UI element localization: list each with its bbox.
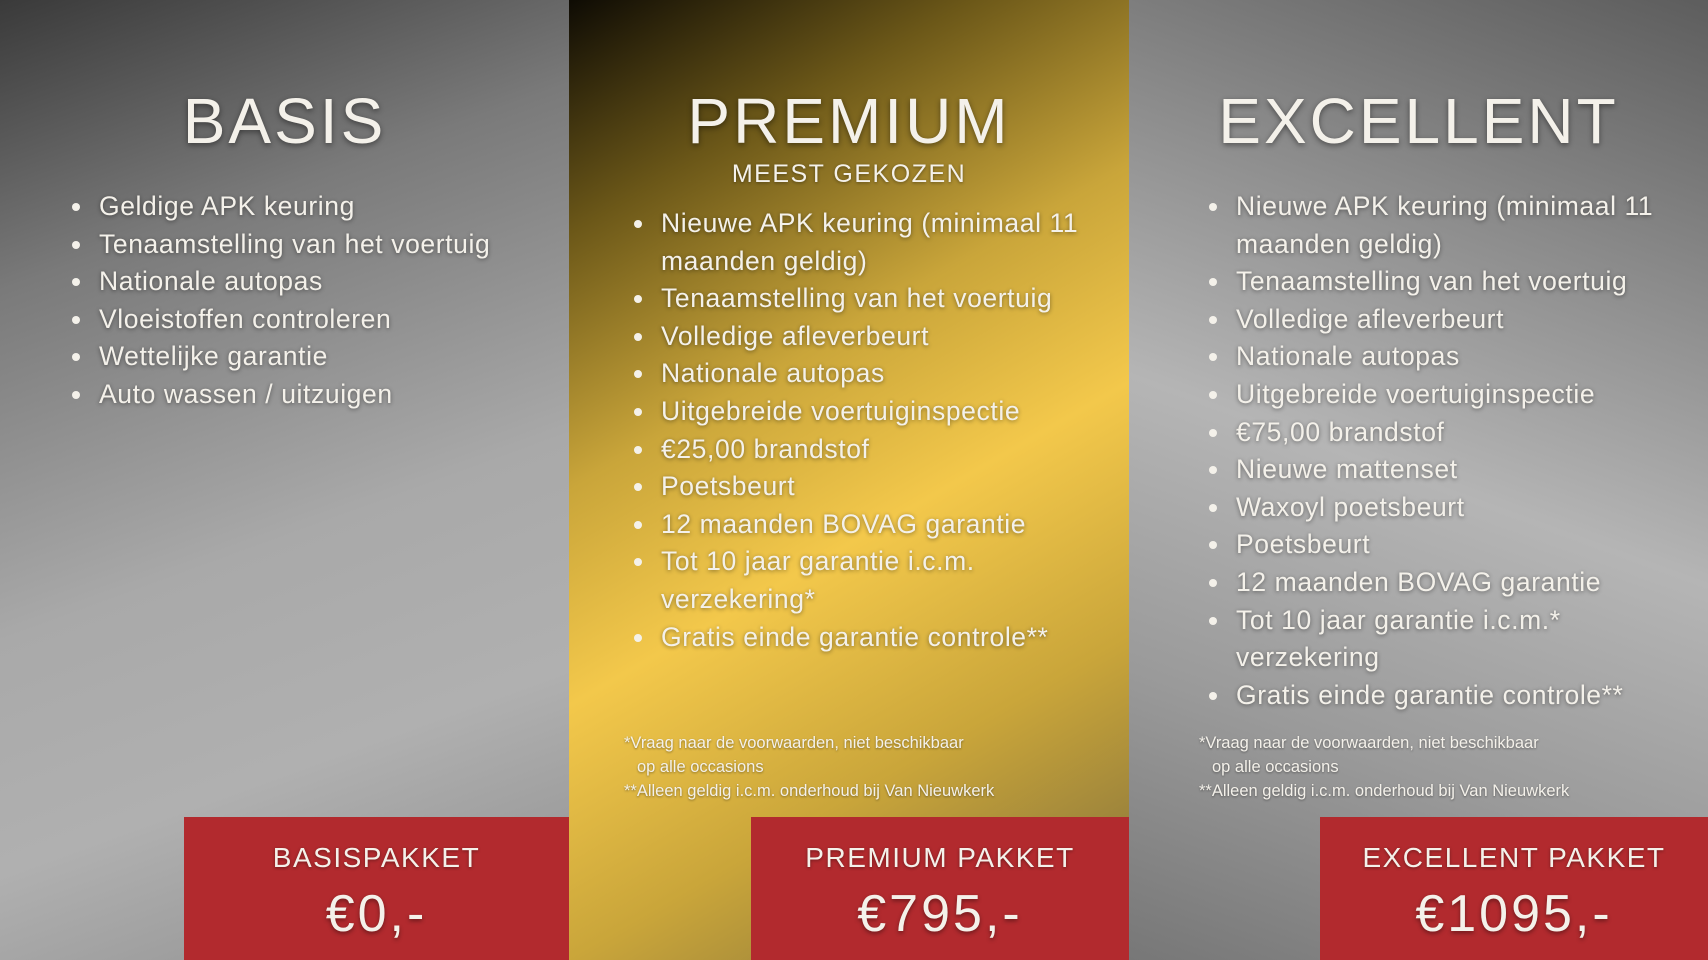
footnote: **Alleen geldig i.c.m. onderhoud bij Van… xyxy=(624,782,995,800)
feature-item: Nieuwe APK keuring (minimaal 11 maanden … xyxy=(1209,188,1679,263)
excellent-footnotes: *Vraag naar de voorwaarden, niet beschik… xyxy=(1199,731,1569,803)
feature-item: Geldige APK keuring xyxy=(72,188,562,226)
basis-features: Geldige APK keuring Tenaamstelling van he… xyxy=(72,188,562,414)
excellent-features: Nieuwe APK keuring (minimaal 11 maanden … xyxy=(1209,188,1679,714)
excellent-package-label: EXCELLENT PAKKET xyxy=(1362,842,1666,873)
feature-item: €25,00 brandstof xyxy=(634,431,1079,469)
excellent-price: €1095,- xyxy=(1415,885,1613,943)
feature-item: Nieuwe APK keuring (minimaal 11 maanden … xyxy=(634,205,1079,280)
feature-item: Nationale autopas xyxy=(72,263,562,301)
feature-item: Waxoyl poetsbeurt xyxy=(1209,489,1679,527)
feature-item: Tot 10 jaar garantie i.c.m.* verzekering xyxy=(1209,602,1679,677)
premium-title: PREMIUM xyxy=(687,85,1011,157)
basis-title: BASIS xyxy=(182,85,387,157)
feature-item: Tenaamstelling van het voertuig xyxy=(1209,263,1679,301)
feature-item: Poetsbeurt xyxy=(634,468,1079,506)
feature-item: Uitgebreide voertuiginspectie xyxy=(1209,376,1679,414)
feature-item: Nationale autopas xyxy=(1209,338,1679,376)
premium-features: Nieuwe APK keuring (minimaal 11 maanden … xyxy=(634,205,1079,656)
footnote: *Vraag naar de voorwaarden, niet beschik… xyxy=(624,734,964,752)
feature-item: Poetsbeurt xyxy=(1209,526,1679,564)
excellent-title: EXCELLENT xyxy=(1218,85,1619,157)
feature-item: 12 maanden BOVAG garantie xyxy=(634,506,1079,544)
feature-item: Tenaamstelling van het voertuig xyxy=(634,280,1079,318)
feature-item: Wettelijke garantie xyxy=(72,338,562,376)
premium-package-label: PREMIUM PAKKET xyxy=(805,842,1075,873)
basis-price-box: BASISPAKKET €0,- xyxy=(184,817,569,960)
basis-column: BASIS Geldige APK keuring Tenaamstelling … xyxy=(0,0,569,960)
feature-item: Tot 10 jaar garantie i.c.m. verzekering* xyxy=(634,543,1079,618)
feature-item: Vloeistoffen controleren xyxy=(72,301,562,339)
feature-item: 12 maanden BOVAG garantie xyxy=(1209,564,1679,602)
feature-item: Nationale autopas xyxy=(634,355,1079,393)
feature-item: Auto wassen / uitzuigen xyxy=(72,376,562,414)
excellent-column: EXCELLENT Nieuwe APK keuring (minimaal 1… xyxy=(1129,0,1708,960)
premium-footnotes: *Vraag naar de voorwaarden, niet beschik… xyxy=(624,731,994,803)
feature-item: Volledige afleverbeurt xyxy=(634,318,1079,356)
basis-price: €0,- xyxy=(325,885,428,943)
footnote: **Alleen geldig i.c.m. onderhoud bij Van… xyxy=(1199,782,1570,800)
premium-subtitle: MEEST GEKOZEN xyxy=(731,160,967,188)
excellent-price-box: EXCELLENT PAKKET €1095,- xyxy=(1320,817,1708,960)
premium-column: PREMIUM MEEST GEKOZEN Nieuwe APK keuring… xyxy=(569,0,1129,960)
feature-item: Gratis einde garantie controle** xyxy=(1209,677,1679,715)
feature-item: Nieuwe mattenset xyxy=(1209,451,1679,489)
feature-item: Volledige afleverbeurt xyxy=(1209,301,1679,339)
feature-item: €75,00 brandstof xyxy=(1209,414,1679,452)
premium-price: €795,- xyxy=(857,885,1023,943)
feature-item: Tenaamstelling van het voertuig xyxy=(72,226,562,264)
feature-item: Gratis einde garantie controle** xyxy=(634,619,1079,657)
footnote: *Vraag naar de voorwaarden, niet beschik… xyxy=(1199,734,1539,752)
footnote: op alle occasions xyxy=(637,758,764,776)
premium-price-box: PREMIUM PAKKET €795,- xyxy=(751,817,1129,960)
feature-item: Uitgebreide voertuiginspectie xyxy=(634,393,1079,431)
basis-package-label: BASISPAKKET xyxy=(272,842,481,873)
footnote: op alle occasions xyxy=(1212,758,1339,776)
